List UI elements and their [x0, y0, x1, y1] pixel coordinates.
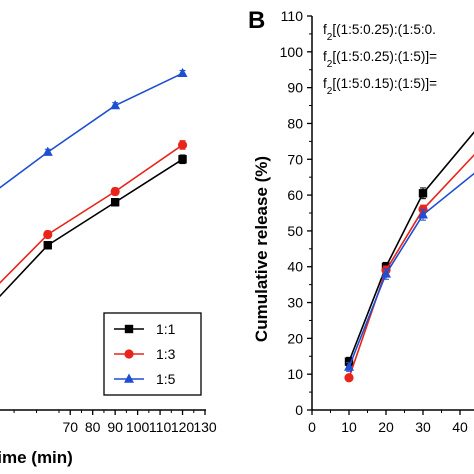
panel-b-series-1-point	[344, 373, 354, 383]
panel-a-legend-label-2: 1:5	[156, 371, 176, 387]
panel-b-x-tick-label: 30	[415, 419, 431, 435]
panel-a-legend-label-1: 1:3	[156, 346, 176, 362]
panel-b-series-2-line	[348, 172, 474, 368]
panel-b-y-axis-label: Cumulative release (%)	[252, 156, 271, 342]
panel-b-y-tick-label: 60	[287, 187, 303, 203]
panel-a-legend-entry-2: 1:5	[114, 371, 176, 387]
panel-a-series-0-point	[178, 155, 187, 164]
panel-a-legend-entry-0: 1:1	[114, 321, 176, 337]
panel-a-series-0-point	[43, 241, 52, 250]
panel-a-legend-label-0: 1:1	[156, 321, 176, 337]
panel-a-legend-marker-0	[124, 324, 134, 334]
panel-b-x-tick-label: 20	[378, 419, 394, 435]
panel-a-series-1-point	[177, 140, 188, 150]
panel-b-annotation-2-text: [(1:5:0.15):(1:5)]=	[332, 76, 437, 91]
panel-b-annotation-0-prefix: f	[323, 22, 327, 37]
panel-b-annotation-0-subscript: 2	[327, 32, 333, 43]
panel-a-series-2-line	[0, 72, 183, 189]
panel-b-y-tick-label: 20	[287, 330, 303, 346]
panel-a-x-tick-label: 130	[193, 419, 217, 435]
panel-b-annotation-2: f2[(1:5:0.15):(1:5)]=	[323, 76, 437, 97]
panel-b-annotation-1-subscript: 2	[327, 59, 333, 70]
panel-b-series-2	[344, 172, 474, 372]
panel-b-annotation-1-prefix: f	[323, 49, 327, 64]
panel-b-y-tick-label: 110	[281, 8, 304, 24]
panel-b-series-1-line	[348, 153, 474, 379]
panel-a-x-tick-label: 90	[107, 419, 123, 435]
panel-b-x-tick-label: 40	[452, 419, 468, 435]
panel-a-series-0-line	[0, 158, 183, 298]
panel-b-y-tick-label: 100	[280, 44, 304, 60]
panel-b-y-tick-label: 80	[287, 115, 303, 131]
panel-b-y-tick-label: 10	[287, 366, 303, 382]
panel-b-annotation-1: f2[(1:5:0.25):(1:5)]=	[323, 49, 437, 70]
panel-a-legend-marker-1	[124, 349, 134, 359]
panel-b-annotation-0-text: [(1:5:0.25):(1:5:0.	[332, 22, 436, 37]
panel-a-x-tick-label: 70	[62, 419, 78, 435]
panel-a-x-tick-label: 120	[171, 419, 195, 435]
panel-a-x-tick-label: 110	[149, 419, 172, 435]
panel-a-series-2	[0, 67, 188, 189]
panel-b-annotation-0: f2[(1:5:0.25):(1:5:0.	[323, 22, 436, 43]
panel-a-series-2-point	[42, 146, 53, 156]
panel-b-annotation-1-text: [(1:5:0.25):(1:5)]=	[332, 49, 437, 64]
panel-b-annotation-2-subscript: 2	[327, 86, 333, 97]
panel-a-x-tick-label: 100	[126, 419, 150, 435]
panel-a-legend-marker-2	[124, 373, 134, 383]
panel-b-y-tick-label: 40	[287, 259, 303, 275]
panel-b-y-tick-label: 90	[287, 80, 303, 96]
panel-b-y-tick-label: 0	[295, 402, 303, 418]
panel-a-series-0-point	[110, 198, 120, 207]
panel-a-x-tick-label: 80	[85, 419, 101, 435]
panel-a-x-axis-label: Time (min)	[0, 448, 73, 467]
panel-a-series-1-line	[0, 144, 183, 284]
panel-b-series-2-point	[381, 268, 391, 278]
panel-b-letter: B	[248, 7, 265, 34]
panel-b-series-1	[344, 149, 474, 383]
panel-b-series-0-line	[348, 131, 474, 362]
panel-a-series-1-point	[43, 229, 53, 240]
panel-b-x-tick-label: 0	[308, 419, 316, 435]
panel-a-series-2-point	[177, 67, 188, 78]
panel-b-y-tick-label: 70	[287, 151, 303, 167]
panel-a-legend-entry-1: 1:3	[114, 346, 176, 362]
panel-b-x-tick-label: 10	[341, 419, 357, 435]
panel-a-series-1-point	[110, 186, 120, 197]
panel-b-y-tick-label: 50	[287, 223, 303, 239]
panel-b-y-tick-label: 30	[287, 295, 303, 311]
panel-a-legend: 1:1 1:3 1:5	[103, 312, 202, 396]
panel-a-series-2-point	[110, 100, 121, 110]
panel-b: B f2[(1:5:0.25):(1:5:0.f2[(1:5:0.25):(1:…	[248, 7, 474, 435]
panel-b-annotation-2-prefix: f	[323, 76, 327, 91]
panel-b-series-2-point	[344, 361, 354, 371]
panel-b-series-2-point	[418, 209, 428, 219]
panel-b-series-0-point	[418, 189, 428, 198]
panel-a-series-1	[0, 140, 188, 284]
panel-a-series-0	[0, 154, 187, 298]
